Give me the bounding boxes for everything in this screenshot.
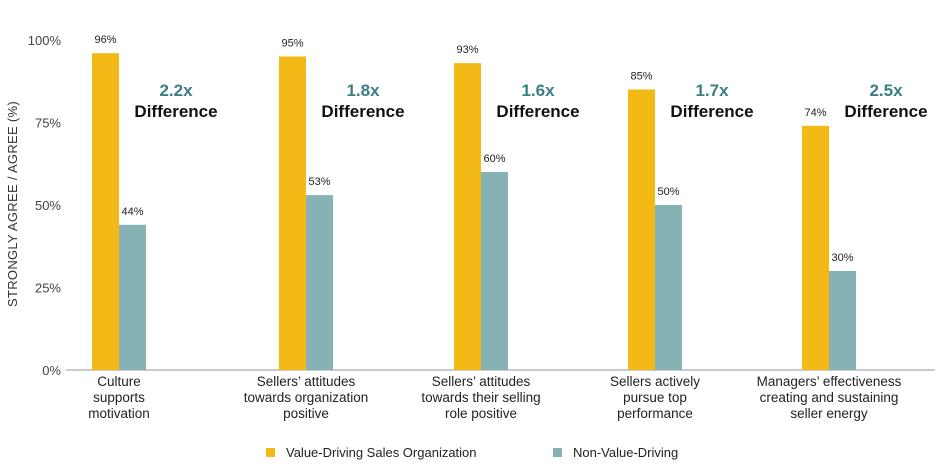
difference-text: Difference (844, 102, 927, 121)
category-label: Sellers actively (610, 374, 700, 389)
legend-swatch (266, 448, 275, 457)
data-label: 60% (483, 153, 505, 165)
difference-text: Difference (496, 102, 579, 121)
bar (481, 172, 508, 370)
category-label: Sellers’ attitudes (257, 374, 356, 389)
data-label: 85% (630, 71, 652, 83)
data-label: 44% (121, 206, 143, 218)
category-label: role positive (445, 406, 517, 421)
category-label: creating and sustaining (760, 390, 899, 405)
data-label: 53% (308, 176, 330, 188)
data-labels: 96% 44% 95% 53% 93% 60% 85% 50% 74% 30% (94, 34, 853, 264)
difference-multiplier: 2.2x (159, 81, 193, 100)
category-label: towards their selling (421, 390, 540, 405)
category-label: seller energy (790, 406, 868, 421)
difference-text: Difference (670, 102, 753, 121)
y-axis-label: STRONGLY AGREE / AGREE (%) (5, 101, 20, 307)
bar (655, 205, 682, 370)
difference-annotations: 2.2x Difference 1.8x Difference 1.6x Differen… (134, 81, 927, 121)
category-label: positive (283, 406, 329, 421)
category-label: motivation (88, 406, 150, 421)
legend: Value-Driving Sales Organization Non-Valu… (266, 445, 678, 460)
difference-multiplier: 1.7x (695, 81, 729, 100)
bar (628, 89, 655, 370)
y-tick-label: 75% (35, 116, 61, 131)
legend-label: Value-Driving Sales Organization (286, 445, 477, 460)
difference-multiplier: 2.5x (869, 81, 903, 100)
category-label: performance (617, 406, 693, 421)
bar (119, 224, 146, 370)
legend-label: Non-Value-Driving (573, 445, 678, 460)
data-label: 30% (831, 252, 853, 264)
bar (306, 195, 333, 370)
category-label: towards organization (244, 390, 369, 405)
difference-text: Difference (134, 102, 217, 121)
category-label: Culture (97, 374, 141, 389)
y-tick-labels: 0% 25% 50% 75% 100% (28, 33, 62, 378)
bar (454, 63, 481, 370)
bar (829, 271, 856, 370)
y-tick-label: 100% (28, 33, 62, 48)
data-label: 74% (804, 107, 826, 119)
difference-multiplier: 1.8x (346, 81, 380, 100)
bar (92, 53, 119, 370)
category-label: supports (93, 390, 145, 405)
data-label: 96% (94, 34, 116, 46)
y-tick-label: 50% (35, 198, 61, 213)
data-label: 95% (281, 38, 303, 50)
bar (279, 56, 306, 370)
data-label: 93% (456, 44, 478, 56)
data-label: 50% (657, 186, 679, 198)
y-tick-label: 0% (42, 363, 61, 378)
legend-swatch (553, 448, 562, 457)
category-label: Managers’ effectiveness (757, 374, 902, 389)
difference-text: Difference (321, 102, 404, 121)
category-label: pursue top (623, 390, 687, 405)
bars (92, 53, 856, 370)
category-label: Sellers’ attitudes (432, 374, 531, 389)
bar (802, 125, 829, 370)
y-tick-label: 25% (35, 281, 61, 296)
difference-multiplier: 1.6x (521, 81, 555, 100)
